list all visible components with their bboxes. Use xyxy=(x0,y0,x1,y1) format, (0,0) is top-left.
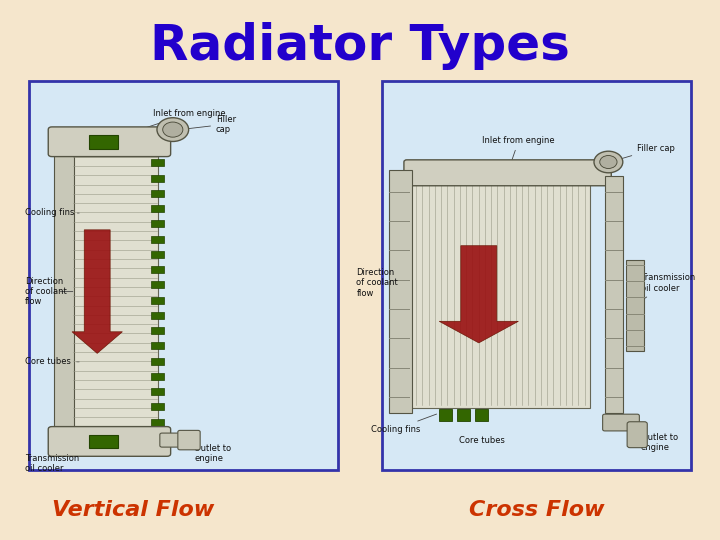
Bar xyxy=(54,151,74,432)
FancyBboxPatch shape xyxy=(48,127,171,157)
Bar xyxy=(151,220,164,227)
Bar xyxy=(151,251,164,258)
Bar xyxy=(151,388,164,395)
Text: Direction
of coolant
flow: Direction of coolant flow xyxy=(356,268,398,298)
FancyBboxPatch shape xyxy=(404,160,611,186)
Circle shape xyxy=(594,151,623,173)
Text: Cooling fins: Cooling fins xyxy=(25,208,79,218)
Bar xyxy=(29,81,338,470)
Text: Inlet from engine: Inlet from engine xyxy=(482,136,555,165)
Bar xyxy=(151,327,164,334)
Text: Filler cap: Filler cap xyxy=(622,144,675,159)
Text: Vertical Flow: Vertical Flow xyxy=(52,500,215,521)
FancyBboxPatch shape xyxy=(627,422,647,448)
Bar xyxy=(151,403,164,410)
FancyBboxPatch shape xyxy=(48,427,171,456)
Text: Transmission
oil cooler: Transmission oil cooler xyxy=(636,273,695,304)
Bar xyxy=(89,135,118,148)
Bar xyxy=(439,409,452,421)
Text: Transmission
oil cooler: Transmission oil cooler xyxy=(25,454,79,473)
Bar xyxy=(389,170,412,413)
Bar xyxy=(151,235,164,242)
Text: Cooling fins: Cooling fins xyxy=(371,414,436,434)
Bar xyxy=(626,260,644,351)
Text: Direction
of coolant
flow: Direction of coolant flow xyxy=(25,276,67,307)
Bar xyxy=(151,174,164,181)
Bar xyxy=(410,181,590,408)
Bar xyxy=(151,418,164,426)
Bar xyxy=(151,266,164,273)
Text: Radiator Types: Radiator Types xyxy=(150,22,570,70)
Bar xyxy=(89,435,118,448)
Bar xyxy=(72,151,158,432)
Text: Filler
cap: Filler cap xyxy=(183,114,236,134)
FancyBboxPatch shape xyxy=(178,430,200,450)
Circle shape xyxy=(600,156,617,168)
Text: Inlet from engine: Inlet from engine xyxy=(127,109,225,134)
Bar xyxy=(475,409,488,421)
FancyBboxPatch shape xyxy=(603,414,639,431)
Bar xyxy=(151,205,164,212)
Bar xyxy=(151,357,164,364)
Polygon shape xyxy=(72,230,122,353)
Bar xyxy=(382,81,691,470)
Circle shape xyxy=(163,122,183,137)
Text: Core tubes: Core tubes xyxy=(459,436,505,444)
Bar xyxy=(151,342,164,349)
Bar xyxy=(151,296,164,303)
Bar xyxy=(151,281,164,288)
Bar xyxy=(151,373,164,380)
Bar xyxy=(151,159,164,166)
Bar xyxy=(151,190,164,197)
Text: Outlet to
engine: Outlet to engine xyxy=(636,421,678,453)
Text: Outlet to
engine: Outlet to engine xyxy=(186,438,232,463)
Text: Cross Flow: Cross Flow xyxy=(469,500,604,521)
Text: Core tubes: Core tubes xyxy=(25,357,79,366)
Bar xyxy=(457,409,470,421)
FancyBboxPatch shape xyxy=(160,433,186,447)
Polygon shape xyxy=(439,246,518,343)
Bar xyxy=(605,176,623,413)
Bar xyxy=(151,312,164,319)
Circle shape xyxy=(157,118,189,141)
